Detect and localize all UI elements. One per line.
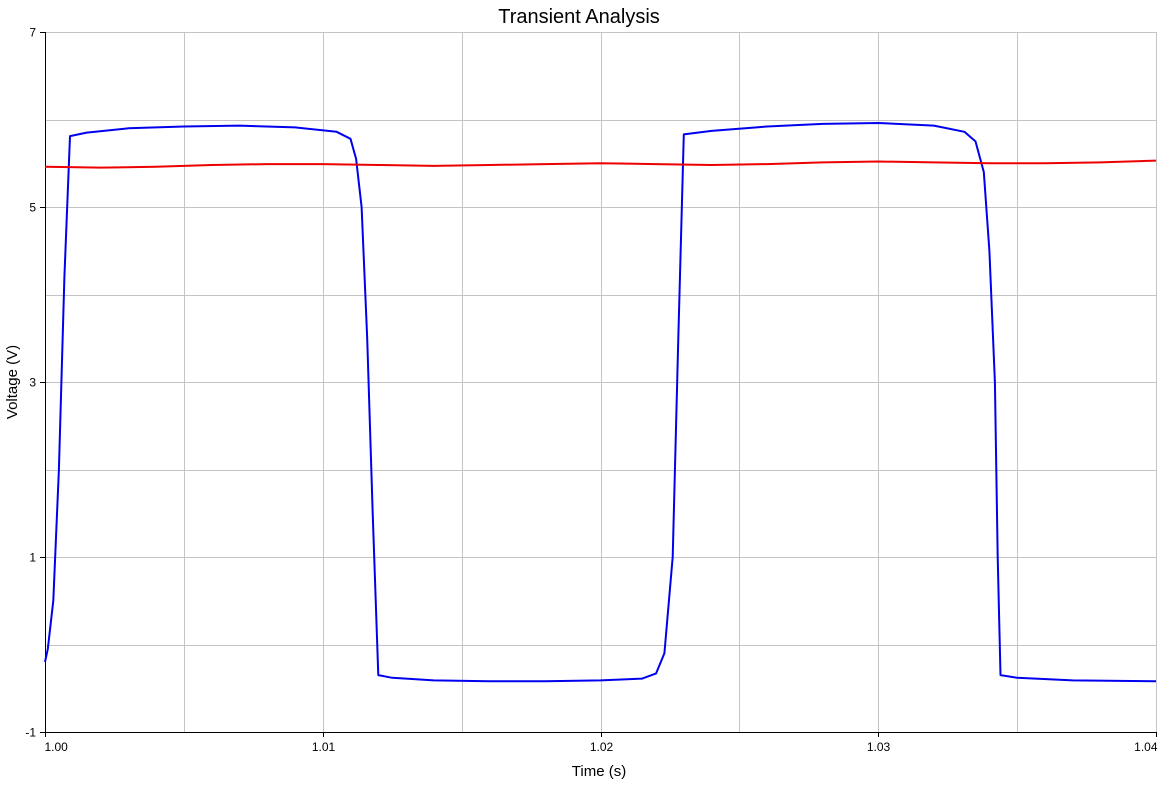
- y-tick-label: 3: [29, 376, 36, 390]
- y-tick-label: -1: [25, 726, 36, 740]
- x-tick-label: 1.04: [1134, 740, 1158, 754]
- x-tick-label: 1.00: [45, 740, 69, 754]
- y-tick-label: 7: [29, 26, 36, 40]
- x-tick-label: 1.03: [867, 740, 891, 754]
- series-line-1: [44, 122, 1157, 683]
- plot-series: [44, 122, 1157, 683]
- axes: [41, 32, 1156, 736]
- grid-lines: [45, 32, 1157, 733]
- x-tick-label: 1.02: [590, 740, 614, 754]
- y-tick-label: 1: [29, 551, 36, 565]
- x-axis-label: Time (s): [572, 763, 626, 780]
- series-line-2: [44, 159, 1157, 169]
- tick-labels: -1 1 3 5 7 1.00 1.01 1.02 1.03 1.04: [25, 26, 1157, 755]
- chart-title: Transient Analysis: [498, 6, 660, 28]
- y-axis-label: Voltage (V): [4, 345, 21, 419]
- x-tick-label: 1.01: [312, 740, 336, 754]
- y-tick-label: 5: [29, 201, 36, 215]
